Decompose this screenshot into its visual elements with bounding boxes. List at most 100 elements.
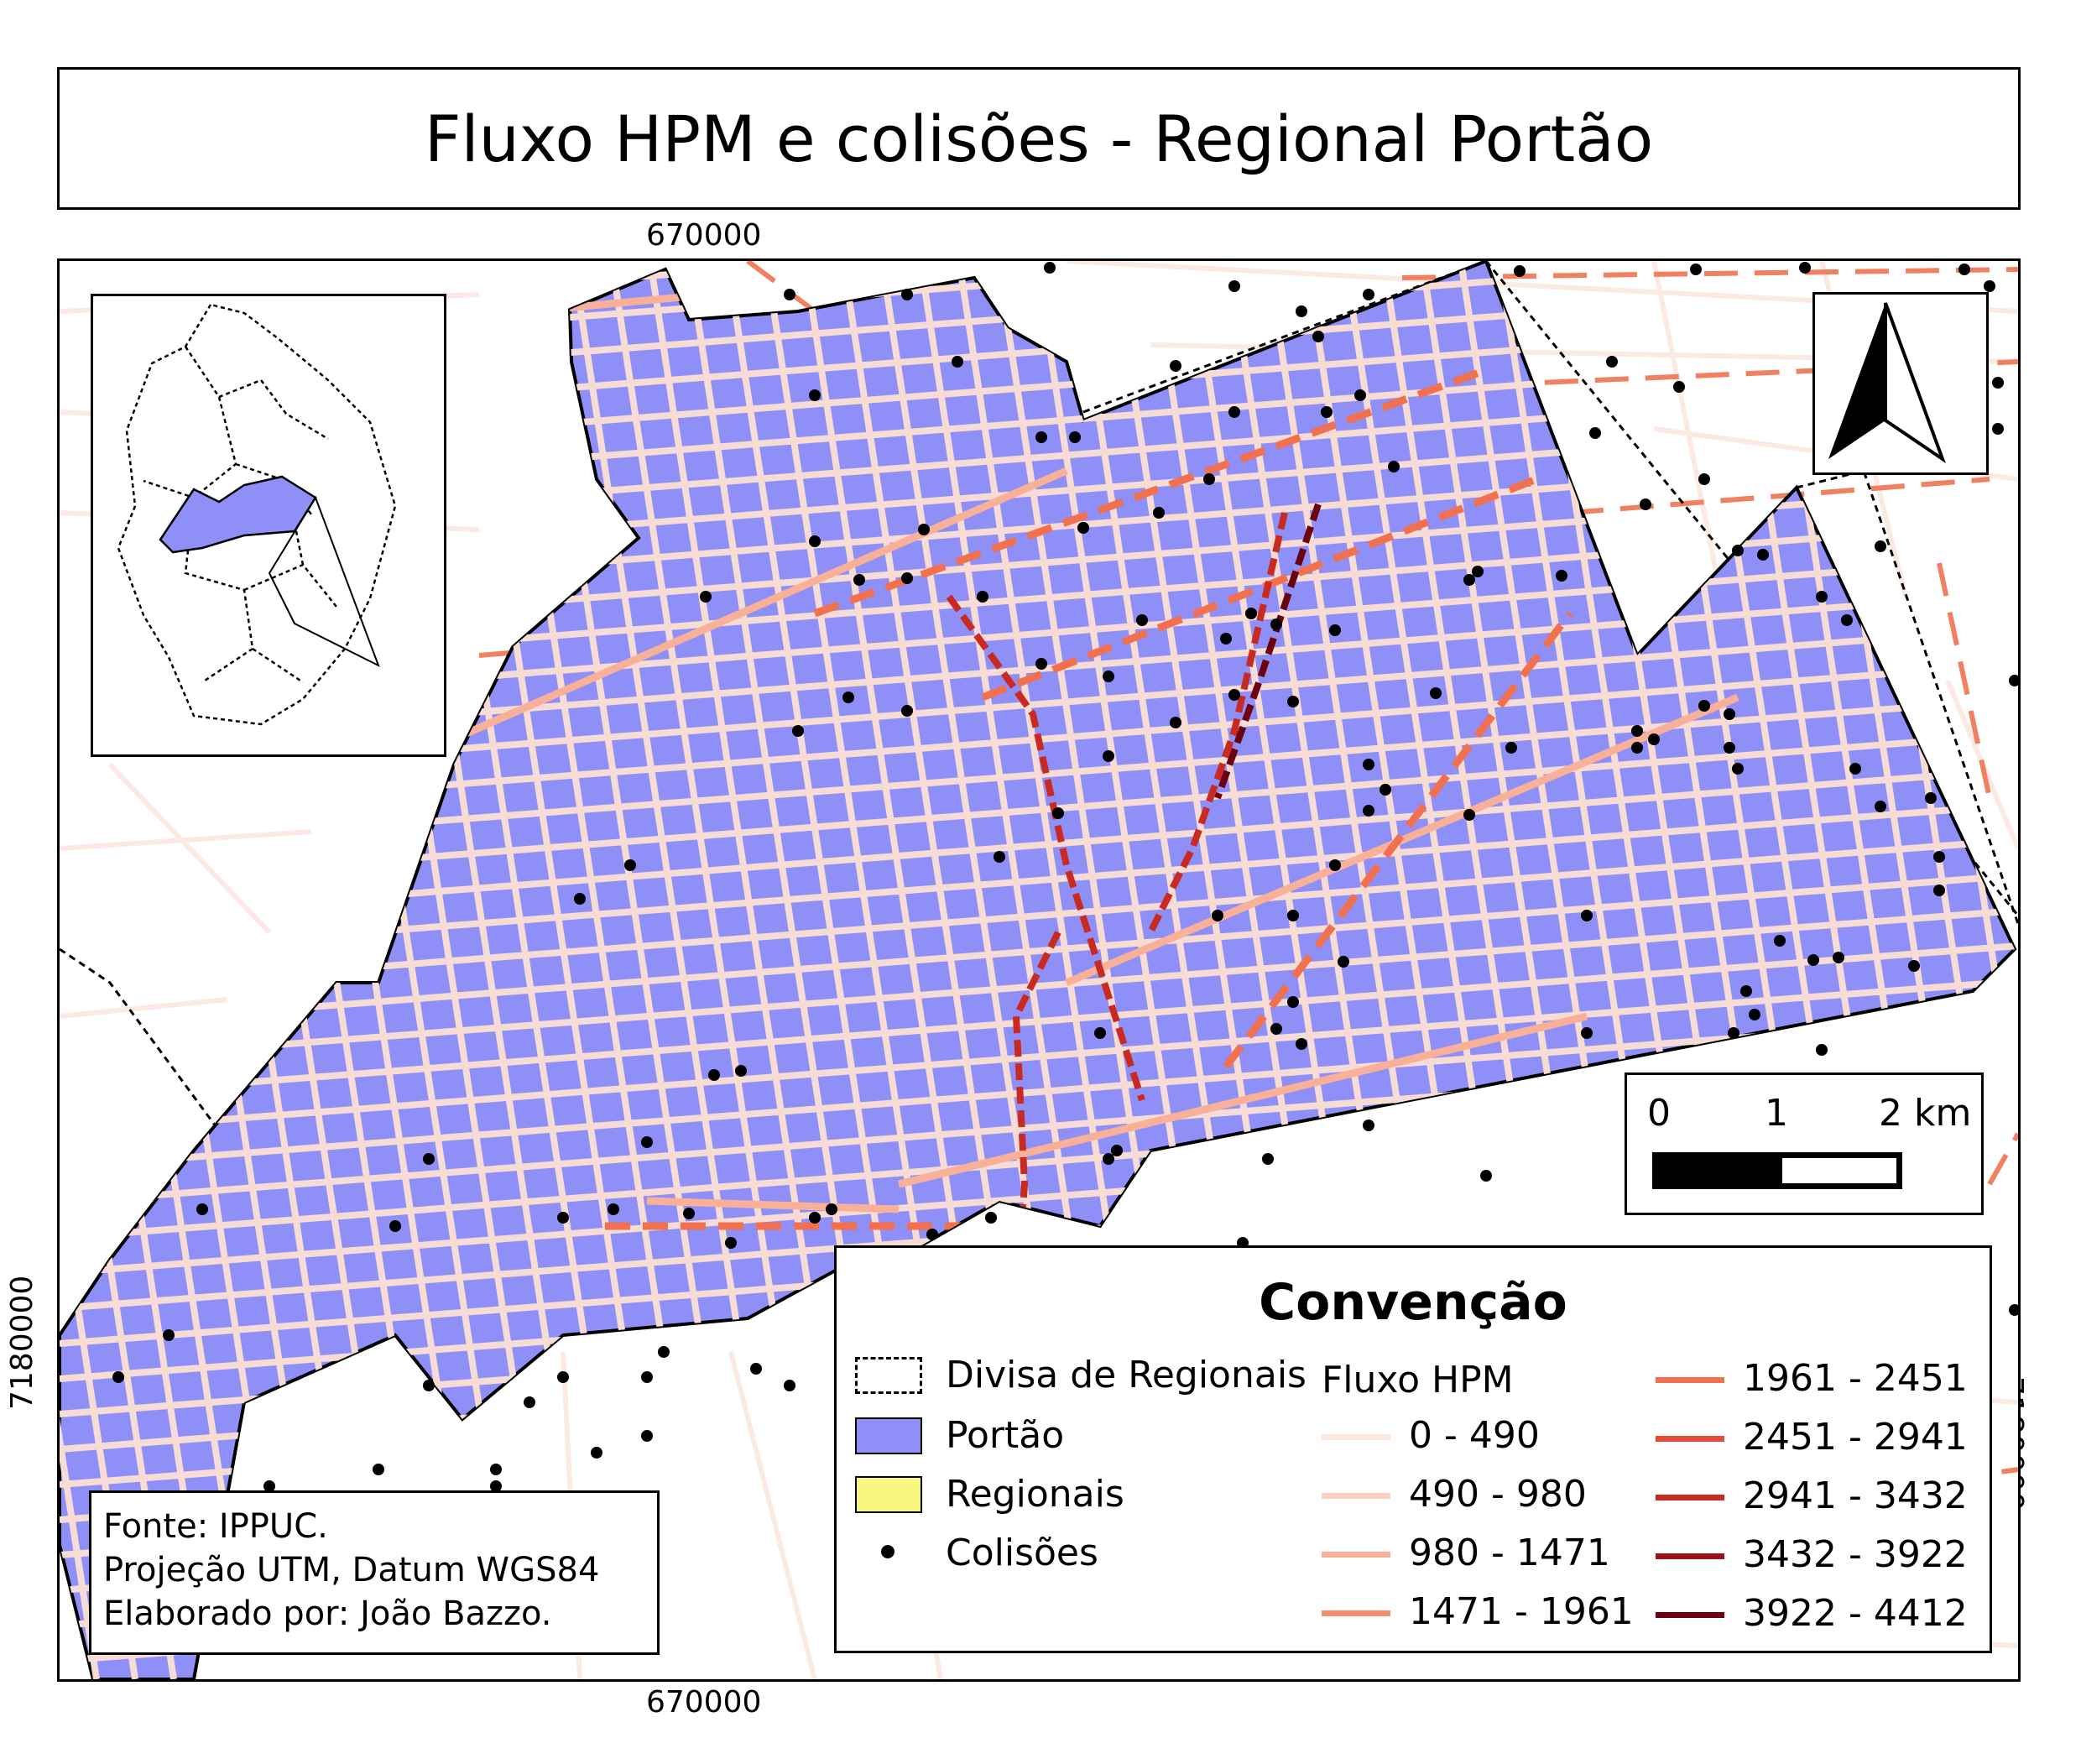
collision-point [1329,624,1341,636]
collision-point [1673,381,1685,393]
collision-point [792,725,804,737]
collision-point [926,1229,938,1240]
collision-point [1077,522,1089,534]
collision-point [708,1069,720,1081]
inset-svg [117,303,397,726]
collision-point [735,1065,747,1077]
collision-point [1203,473,1215,485]
collision-point [1170,717,1181,728]
legend-flux-label-1: 490 - 980 [1409,1473,1587,1516]
inset-portao [159,475,317,554]
collision-point [1749,1009,1760,1020]
collision-point [1505,742,1517,754]
collision-point [624,859,636,871]
collision-point [750,1363,762,1375]
collision-point [977,591,988,603]
collision-point [1841,614,1853,626]
legend-flux-label-2: 980 - 1471 [1409,1532,1610,1574]
collision-point [1849,763,1861,775]
collision-point [1262,1153,1274,1165]
source-line-2: Projeção UTM, Datum WGS84 [103,1551,600,1589]
collision-point [1430,687,1442,699]
scale-label-1: 1 [1765,1092,1788,1135]
coord-label-bottom: 670000 [646,1685,762,1720]
collision-point [1690,264,1702,275]
legend-title: Convenção [1259,1273,1567,1332]
legend-swatch-colisoes [881,1545,894,1558]
legend-flux-swatch-1 [1322,1493,1390,1499]
collision-point [196,1203,208,1215]
collision-point [1270,618,1282,630]
collision-point [1698,473,1710,485]
collision-point [1228,406,1240,418]
collision-point [809,389,821,401]
scale-segment-white [1776,1152,1902,1189]
collision-point [1312,331,1324,342]
collision-point [1740,985,1752,997]
coord-label-left: 7180000 [5,1276,39,1410]
collision-point [1035,431,1047,443]
legend-flux-label-8: 3922 - 4412 [1743,1592,1968,1635]
legend-label-portao: Portão [946,1414,1065,1457]
source-line-1: Fonte: IPPUC. [103,1507,328,1546]
collision-point [2009,1304,2018,1316]
legend-flux-title: Fluxo HPM [1322,1359,1514,1401]
collision-point [700,591,712,603]
collision-point [263,1480,275,1492]
collision-point [1581,1027,1593,1039]
legend-flux-label-7: 3432 - 3922 [1743,1533,1968,1576]
inset-locator-map[interactable] [91,294,446,757]
collision-point [1581,910,1593,921]
collision-point [918,524,930,535]
collision-point [1287,696,1299,707]
collision-point [1354,389,1366,401]
legend-swatch-portao [855,1417,922,1454]
collision-point [784,1380,795,1391]
collision-point [952,356,963,368]
collision-point [985,1212,997,1224]
collision-point [1103,750,1114,762]
collision-point [1833,952,1844,963]
collision-point [1287,910,1299,921]
legend-label-divisa: Divisa de Regionais [946,1354,1306,1396]
collision-point [524,1396,535,1408]
collision-point [1296,305,1307,317]
collision-point [1363,805,1374,817]
legend-flux-swatch-2 [1322,1552,1390,1558]
collision-point [2009,675,2018,686]
collision-point [1245,608,1257,619]
legend-swatch-regionais [855,1476,922,1513]
legend-flux-swatch-4 [1656,1377,1724,1383]
collision-point [1170,360,1181,372]
legend-flux-label-6: 2941 - 3432 [1743,1474,1968,1517]
collision-point [1220,633,1232,645]
collision-point [901,705,913,717]
collision-point [1463,574,1475,586]
legend-swatch-divisa [855,1357,922,1394]
scale-label-0: 0 [1647,1092,1671,1135]
collision-point [809,535,821,547]
collision-point [1044,262,1056,274]
collision-point [1363,1119,1374,1131]
collision-point [994,851,1005,863]
collision-point [1514,265,1526,277]
collision-point [1875,540,1886,552]
collision-point [1388,461,1400,472]
source-box: Fonte: IPPUC. Projeção UTM, Datum WGS84 … [89,1490,660,1655]
collision-point [591,1447,602,1459]
collision-point [1103,671,1114,682]
legend-flux-swatch-5 [1656,1436,1724,1442]
collision-point [1321,406,1333,418]
collision-point [853,574,865,586]
collision-point [1556,570,1567,582]
collision-point [1052,807,1064,819]
collision-point [1816,591,1828,603]
collision-point [842,692,854,703]
collision-point [658,1346,670,1358]
collision-point [490,1464,502,1475]
legend-flux-label-0: 0 - 490 [1409,1414,1540,1457]
collision-point [557,1371,569,1383]
collision-point [1992,423,2004,435]
collision-point [1648,733,1660,745]
collision-point [901,289,913,300]
